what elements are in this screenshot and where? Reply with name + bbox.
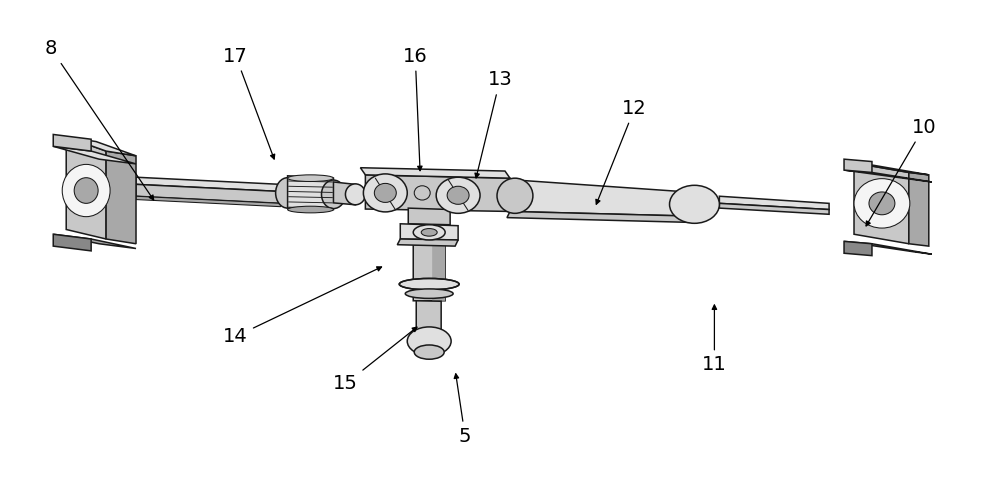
Polygon shape <box>66 137 106 239</box>
Polygon shape <box>333 182 355 205</box>
Polygon shape <box>136 185 281 203</box>
Polygon shape <box>136 196 281 206</box>
Ellipse shape <box>363 174 407 212</box>
Ellipse shape <box>413 225 445 240</box>
Text: 5: 5 <box>454 374 471 445</box>
Polygon shape <box>909 173 929 246</box>
Ellipse shape <box>436 177 480 213</box>
Polygon shape <box>397 239 458 246</box>
Ellipse shape <box>407 327 451 356</box>
Polygon shape <box>854 163 929 175</box>
Polygon shape <box>854 163 909 244</box>
Polygon shape <box>288 176 333 209</box>
Polygon shape <box>400 224 458 240</box>
Polygon shape <box>66 137 136 156</box>
Text: 10: 10 <box>866 118 936 226</box>
Polygon shape <box>408 208 450 225</box>
Ellipse shape <box>399 279 459 290</box>
Text: 13: 13 <box>475 70 512 178</box>
Ellipse shape <box>74 178 98 203</box>
Ellipse shape <box>374 184 396 202</box>
Polygon shape <box>844 241 932 254</box>
Text: 11: 11 <box>702 305 727 374</box>
Ellipse shape <box>62 164 110 217</box>
Polygon shape <box>416 301 441 334</box>
Ellipse shape <box>405 289 453 298</box>
Polygon shape <box>844 170 932 182</box>
Ellipse shape <box>288 206 333 213</box>
Polygon shape <box>106 151 136 244</box>
Ellipse shape <box>276 178 300 208</box>
Ellipse shape <box>414 345 444 359</box>
Ellipse shape <box>854 179 910 228</box>
Polygon shape <box>53 146 136 164</box>
Polygon shape <box>510 180 694 216</box>
Text: 14: 14 <box>223 267 382 346</box>
Polygon shape <box>53 234 136 249</box>
Polygon shape <box>432 245 445 301</box>
Polygon shape <box>719 196 829 209</box>
Text: 15: 15 <box>333 327 417 393</box>
Ellipse shape <box>288 175 333 182</box>
Text: 12: 12 <box>596 99 647 204</box>
Polygon shape <box>844 241 872 256</box>
Polygon shape <box>844 159 872 173</box>
Polygon shape <box>136 177 281 192</box>
Ellipse shape <box>421 228 437 236</box>
Ellipse shape <box>497 178 533 213</box>
Ellipse shape <box>869 192 895 215</box>
Polygon shape <box>53 234 91 251</box>
Polygon shape <box>360 168 510 178</box>
Polygon shape <box>507 211 694 222</box>
Ellipse shape <box>447 186 469 204</box>
Polygon shape <box>413 245 445 301</box>
Polygon shape <box>365 175 510 211</box>
Polygon shape <box>719 203 829 214</box>
Ellipse shape <box>321 180 345 208</box>
Text: 16: 16 <box>403 46 428 171</box>
Ellipse shape <box>414 186 430 200</box>
Polygon shape <box>53 134 91 151</box>
Text: 8: 8 <box>45 39 154 200</box>
Ellipse shape <box>345 184 365 205</box>
Ellipse shape <box>670 185 719 223</box>
Text: 17: 17 <box>223 46 275 159</box>
